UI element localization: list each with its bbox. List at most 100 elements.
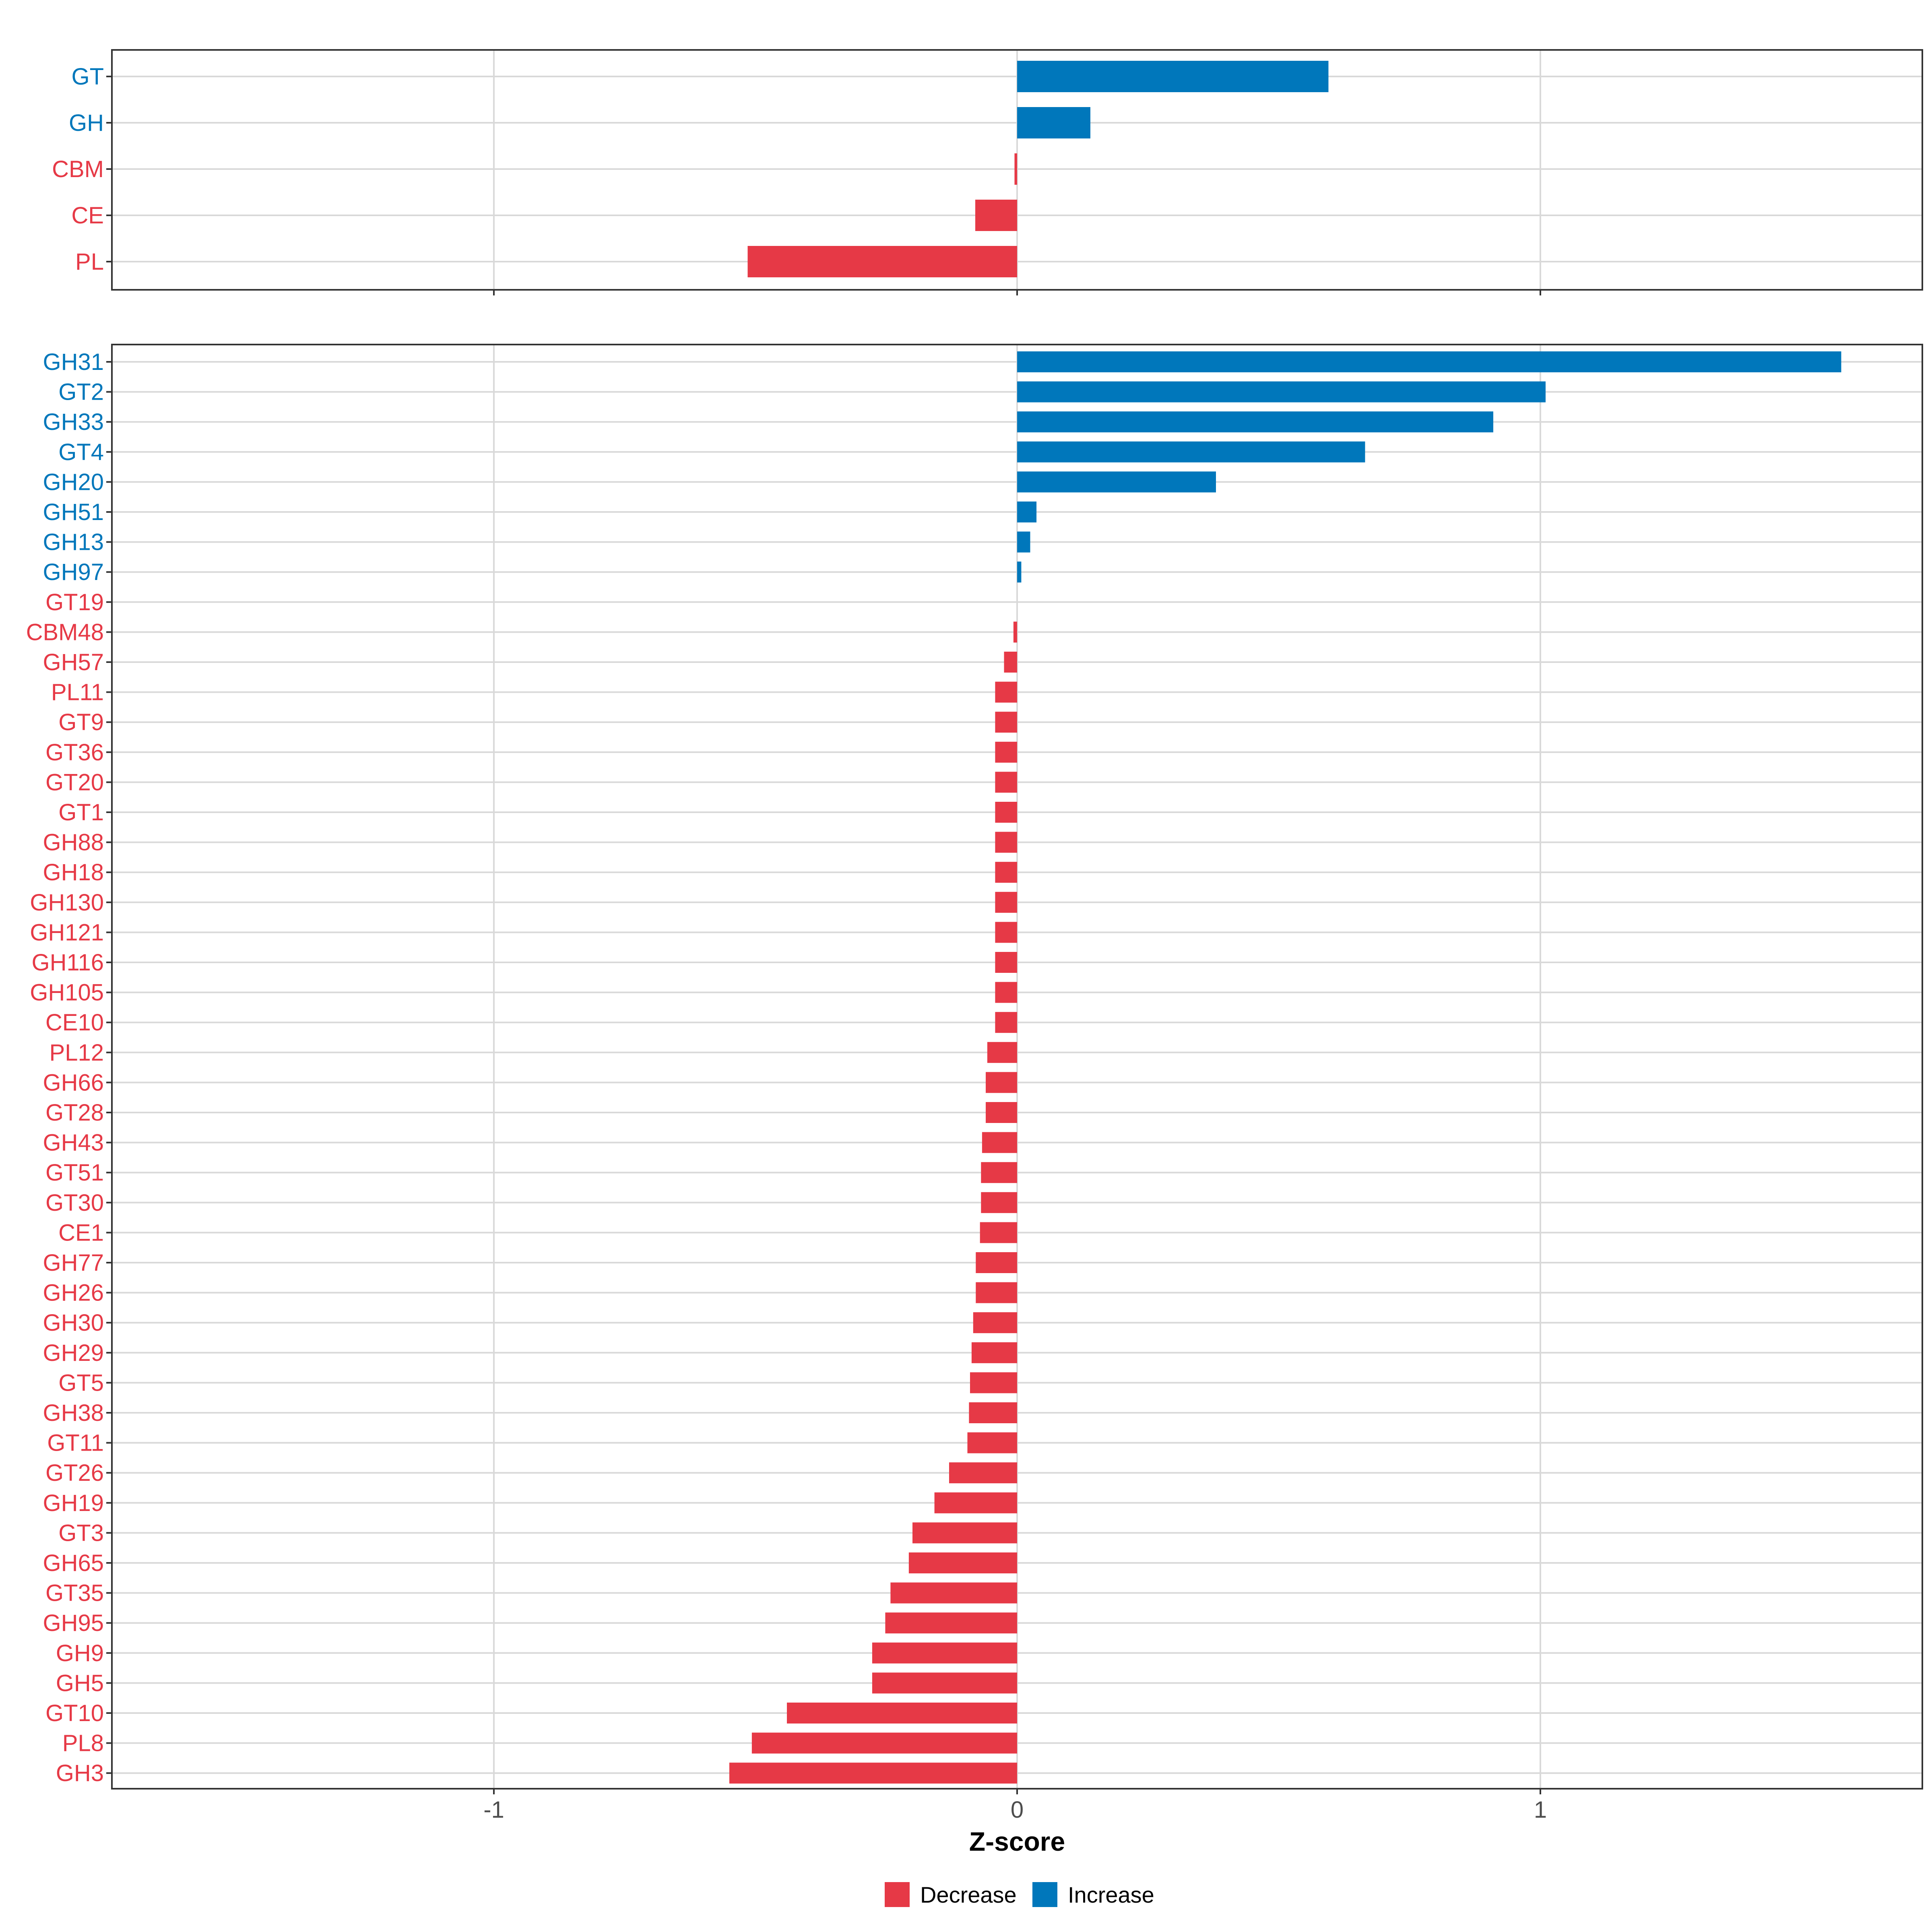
- bar-gh29: [971, 1342, 1017, 1363]
- category-label-gh130: GH130: [30, 890, 104, 916]
- bar-gh97: [1017, 561, 1022, 583]
- category-label-gh3: GH3: [56, 1760, 104, 1786]
- category-label-gh65: GH65: [43, 1550, 104, 1576]
- bar-gh130: [995, 892, 1017, 913]
- bar-gh95: [885, 1612, 1017, 1634]
- category-label-gh116: GH116: [32, 949, 104, 976]
- category-label-gh29: GH29: [43, 1340, 104, 1366]
- bar-gt30: [981, 1192, 1017, 1213]
- category-label-pl11: PL11: [51, 679, 104, 706]
- category-label-ce10: CE10: [45, 1009, 104, 1036]
- bar-gt: [1017, 61, 1329, 92]
- category-label-gh38: GH38: [43, 1400, 104, 1426]
- category-label-gh95: GH95: [43, 1610, 104, 1636]
- bar-pl: [747, 246, 1017, 277]
- category-label-gt3: GT3: [58, 1520, 104, 1546]
- bar-gh88: [995, 832, 1017, 853]
- category-label-gh105: GH105: [30, 980, 104, 1006]
- bar-pl12: [987, 1042, 1017, 1063]
- category-label-gt1: GT1: [58, 799, 104, 826]
- bar-gt11: [967, 1432, 1017, 1453]
- legend-label-decrease: Decrease: [920, 1882, 1017, 1907]
- bar-gt9: [995, 712, 1017, 733]
- bar-gt4: [1017, 441, 1365, 462]
- bar-ce: [975, 200, 1017, 231]
- legend: Decrease Increase: [885, 1882, 1154, 1907]
- bar-pl8: [751, 1732, 1017, 1754]
- category-label-gt28: GT28: [45, 1100, 104, 1126]
- bar-gt36: [995, 741, 1017, 763]
- bar-gh65: [908, 1552, 1017, 1573]
- bar-gh13: [1017, 531, 1030, 553]
- bar-gt51: [981, 1162, 1017, 1183]
- category-label-gt: GT: [71, 64, 104, 90]
- bar-ce10: [995, 1012, 1017, 1033]
- category-label-gh121: GH121: [30, 919, 104, 945]
- bar-gh38: [969, 1402, 1017, 1423]
- legend-key-increase: [1032, 1882, 1057, 1907]
- top-panel: GT GH CBM CE PL: [52, 49, 1923, 295]
- category-label-gh13: GH13: [43, 529, 104, 555]
- bar-gh66: [986, 1072, 1017, 1093]
- category-label-gh20: GH20: [43, 469, 104, 495]
- bar-gh105: [995, 982, 1017, 1003]
- category-label-gt2: GT2: [58, 379, 104, 405]
- category-label-ce1: CE1: [58, 1220, 104, 1246]
- category-label-gh43: GH43: [43, 1130, 104, 1156]
- category-label-gt51: GT51: [45, 1160, 104, 1186]
- category-label-gh19: GH19: [43, 1490, 104, 1516]
- x-tick-label: 1: [1534, 1797, 1547, 1823]
- bar-gh: [1017, 107, 1090, 138]
- x-axis-title: Z-score: [969, 1827, 1065, 1856]
- category-label-gh57: GH57: [43, 649, 104, 675]
- category-label-gh51: GH51: [43, 499, 104, 525]
- x-tick-label: -1: [483, 1797, 504, 1823]
- bar-gh3: [729, 1763, 1017, 1784]
- bar-gt26: [949, 1462, 1017, 1484]
- bar-gt2: [1017, 381, 1546, 402]
- bar-gt28: [986, 1102, 1017, 1123]
- category-label-gt20: GT20: [45, 769, 104, 795]
- bar-gh57: [1004, 652, 1017, 673]
- category-label-gh: GH: [69, 110, 104, 136]
- category-label-gt10: GT10: [45, 1700, 104, 1726]
- bar-gt1: [995, 802, 1017, 823]
- bar-gt35: [890, 1582, 1017, 1604]
- bar-gt3: [912, 1522, 1017, 1544]
- bar-ce1: [980, 1222, 1017, 1243]
- bar-gt5: [970, 1372, 1017, 1393]
- legend-key-decrease: [885, 1882, 910, 1907]
- bar-gh26: [976, 1282, 1017, 1303]
- bottom-panel: GH31GT2GH33GT4GH20GH51GH13GH97GT19CBM48G…: [26, 344, 1923, 1823]
- bar-gh77: [976, 1252, 1017, 1273]
- category-label-pl12: PL12: [50, 1040, 104, 1066]
- category-label-gt11: GT11: [47, 1430, 104, 1456]
- legend-label-increase: Increase: [1068, 1882, 1154, 1907]
- bar-cbm: [1014, 153, 1017, 185]
- bar-gh33: [1017, 411, 1493, 433]
- category-label-gt4: GT4: [58, 439, 104, 465]
- category-label-cbm48: CBM48: [26, 619, 104, 645]
- bar-gh9: [872, 1642, 1017, 1664]
- bar-gh5: [872, 1672, 1017, 1694]
- bar-gh20: [1017, 471, 1216, 493]
- bar-gh121: [995, 922, 1017, 943]
- category-label-gt19: GT19: [45, 589, 104, 615]
- category-label-pl: PL: [75, 249, 104, 275]
- bar-cbm48: [1013, 621, 1017, 643]
- category-label-gt5: GT5: [58, 1370, 104, 1396]
- category-label-gh88: GH88: [43, 830, 104, 856]
- bar-gt20: [995, 772, 1017, 793]
- category-label-pl8: PL8: [62, 1730, 104, 1757]
- category-label-gt9: GT9: [58, 709, 104, 735]
- category-label-cbm: CBM: [52, 156, 104, 182]
- bar-gt10: [787, 1703, 1017, 1724]
- category-label-gh31: GH31: [43, 349, 104, 375]
- category-label-gh97: GH97: [43, 559, 104, 585]
- category-label-gt30: GT30: [45, 1190, 104, 1216]
- bar-gh116: [995, 952, 1017, 973]
- bar-gh30: [973, 1312, 1017, 1333]
- category-label-gt26: GT26: [45, 1460, 104, 1486]
- category-label-gh77: GH77: [43, 1250, 104, 1276]
